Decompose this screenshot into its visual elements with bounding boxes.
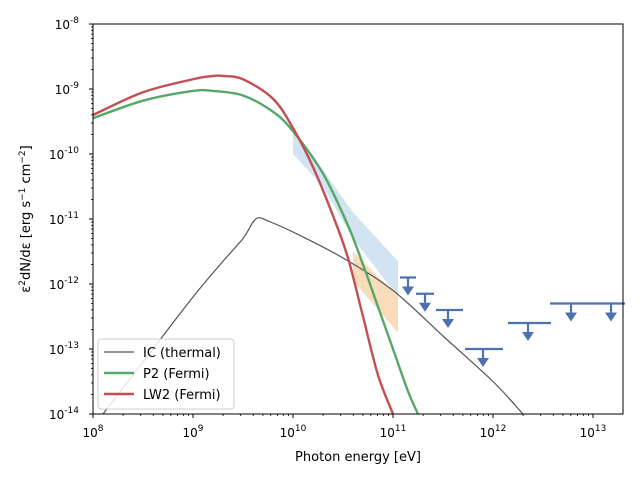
upper-limit-arrow <box>522 332 534 341</box>
bands-layer <box>293 128 398 333</box>
legend-label: LW2 (Fermi) <box>143 388 221 403</box>
x-tick-label: 109 <box>182 424 203 440</box>
lines-layer <box>93 74 524 414</box>
y-tick-label: 10-13 <box>49 341 79 357</box>
x-tick-label: 1011 <box>380 424 407 440</box>
legend-label: P2 (Fermi) <box>143 367 210 382</box>
upper-limit-marker <box>508 321 551 341</box>
series-line-p2-fermi <box>93 88 420 414</box>
legend-label: IC (thermal) <box>143 346 221 361</box>
y-axis-label: ε2dN/dε [erg s−1 cm−2] <box>18 145 34 292</box>
upper-limits-layer <box>400 276 625 367</box>
x-tick-label: 1013 <box>580 424 607 440</box>
upper-limit-arrow <box>477 358 489 367</box>
y-tick-label: 10-11 <box>49 211 79 227</box>
upper-limit-marker <box>465 347 503 367</box>
upper-limit-marker <box>416 292 434 312</box>
x-axis-label: Photon energy [eV] <box>295 450 421 465</box>
legend-box <box>97 338 235 410</box>
legend: IC (thermal) P2 (Fermi) LW2 (Fermi) <box>97 338 235 410</box>
y-tick-label: 10-14 <box>49 406 79 422</box>
upper-limit-marker <box>591 302 625 322</box>
upper-limit-arrow <box>419 302 431 312</box>
upper-limit-marker <box>550 302 591 322</box>
x-axis-ticks: 108 109 1010 1011 1012 1013 <box>82 414 606 440</box>
upper-limit-arrow <box>402 286 414 296</box>
x-tick-label: 108 <box>82 424 103 440</box>
upper-limit-arrow <box>605 312 617 322</box>
y-tick-label: 10-8 <box>55 16 80 32</box>
y-axis-ticks: 10-8 10-9 10-10 10-11 10-12 10-13 10-14 <box>49 16 93 422</box>
series-line-ic-thermal <box>102 217 524 414</box>
x-tick-label: 1012 <box>480 424 507 440</box>
x-tick-label: 1010 <box>280 424 307 440</box>
series-line-lw2-fermi <box>93 74 395 414</box>
upper-limit-marker <box>400 276 416 296</box>
y-tick-label: 10-9 <box>55 81 80 97</box>
y-tick-label: 10-12 <box>49 276 79 292</box>
y-tick-label: 10-10 <box>49 146 79 162</box>
upper-limit-marker <box>436 308 463 328</box>
orange-butterfly-band <box>353 251 398 333</box>
upper-limit-arrow <box>442 319 454 328</box>
upper-limit-arrow <box>565 312 577 322</box>
blue-butterfly-band <box>293 128 398 297</box>
